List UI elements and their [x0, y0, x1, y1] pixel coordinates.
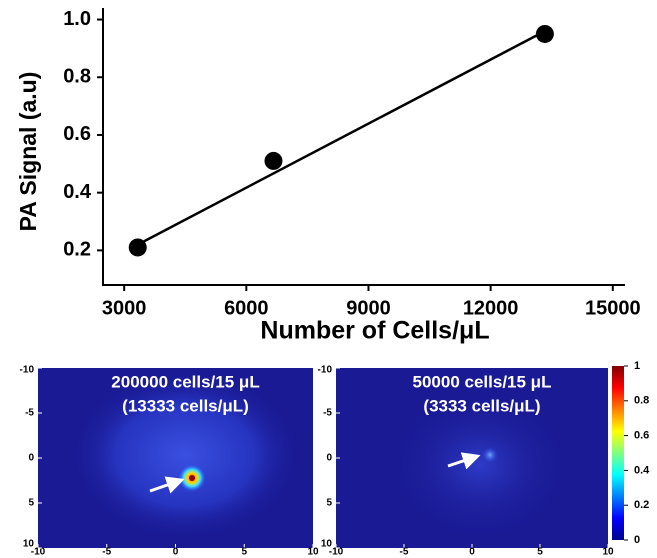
y-tick-label: 1.0 [63, 8, 91, 30]
x-tick-label: 6000 [224, 297, 269, 319]
x-tick-label: 15000 [585, 297, 641, 319]
signal-haze [70, 370, 300, 540]
colorbar-tick-label: 0 [634, 534, 640, 546]
data-point [264, 151, 283, 170]
x-tick-label: 10 [602, 547, 614, 558]
y-axis-label: PA Signal (a.u) [15, 72, 41, 232]
y-tick-label: -10 [318, 365, 333, 376]
colorbar: 0 0.2 0.4 0.6 0.8 1 [612, 360, 650, 546]
y-tick-label: 10 [321, 539, 333, 550]
y-tick-label: 0.2 [63, 239, 91, 261]
y-tick-label: -5 [25, 408, 34, 419]
annotation: 200000 cells/15 μL [111, 372, 259, 391]
colorbar-tick-label: 0.2 [634, 499, 649, 511]
data-point [128, 238, 147, 257]
y-tick-label: 0.4 [63, 181, 92, 203]
colorbar-tick-label: 0.4 [634, 464, 650, 476]
arrow [149, 476, 185, 494]
x-tick-label: -5 [102, 547, 111, 558]
x-tick-label: 3000 [102, 297, 147, 319]
y-tick-label: 10 [23, 539, 35, 550]
x-tick-label: 10 [307, 547, 319, 558]
x-tick-label: -5 [400, 547, 409, 558]
colorbar-tick-label: 0.6 [634, 430, 649, 442]
colorbar-scale [612, 366, 624, 540]
x-axis-label: Number of Cells/μL [260, 317, 489, 345]
fit-line [137, 29, 546, 246]
y-tick-label: 0 [28, 453, 34, 464]
y-tick-label: -5 [323, 408, 332, 419]
x-tick-label: 12000 [463, 297, 519, 319]
scatter-plot: 0.2 0.4 0.6 0.8 1.0 3000 6000 9000 12000 15000 Num… [15, 8, 641, 345]
y-tick-label: 0.8 [63, 66, 91, 88]
arrow [447, 452, 481, 470]
y-tick-label: 5 [326, 498, 332, 509]
y-tick-label: 5 [28, 498, 34, 509]
x-tick-label: -10 [329, 547, 344, 558]
x-tick-label: -10 [31, 547, 46, 558]
x-tick-label: 0 [469, 547, 475, 558]
y-tick-label: -10 [20, 365, 35, 376]
colorbar-tick-label: 0.8 [634, 395, 649, 407]
colorbar-tick-label: 1 [634, 360, 640, 372]
x-tick-label: 5 [241, 547, 247, 558]
y-tick-label: 0 [326, 453, 332, 464]
signal-spot [482, 447, 498, 463]
annotation: (3333 cells/μL) [423, 396, 540, 415]
axes [102, 8, 625, 286]
x-tick-label: 9000 [346, 297, 391, 319]
data-point [535, 24, 554, 43]
annotation: (13333 cells/μL) [122, 396, 249, 415]
annotation: 50000 cells/15 μL [413, 372, 552, 391]
x-tick-label: 0 [173, 547, 179, 558]
x-tick-label: 5 [537, 547, 543, 558]
y-tick-label: 0.6 [63, 123, 91, 145]
signal-core [189, 475, 195, 481]
